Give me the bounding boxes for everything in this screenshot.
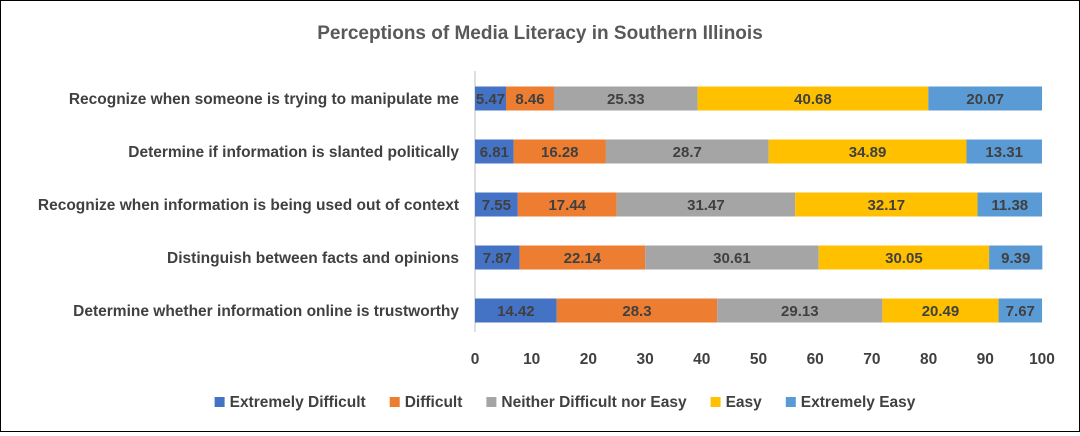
category-axis-labels: Recognize when someone is trying to mani… bbox=[38, 91, 459, 320]
plot-area: 5.47 8.46 25.33 40.68 20.07 6.81 16.28 28.7 34.8… bbox=[474, 71, 1043, 332]
legend-label: Difficult bbox=[405, 394, 463, 411]
bar-segment bbox=[697, 86, 929, 111]
category-label: Determine if information is slanted poli… bbox=[128, 144, 459, 161]
bar-segment bbox=[717, 298, 883, 323]
bar-segment bbox=[616, 192, 796, 217]
x-tick-label: 30 bbox=[636, 351, 653, 368]
bar-segment bbox=[475, 245, 520, 270]
data-label: 7.87 bbox=[483, 250, 512, 267]
data-label: 20.49 bbox=[922, 303, 960, 320]
legend-swatch bbox=[389, 397, 400, 407]
x-tick-label: 90 bbox=[977, 351, 994, 368]
legend-swatch bbox=[785, 397, 796, 407]
bar-segment bbox=[513, 139, 606, 164]
legend-item: Extremely Difficult bbox=[214, 394, 366, 411]
data-label: 7.67 bbox=[1006, 303, 1035, 320]
data-label: 9.39 bbox=[1001, 250, 1030, 267]
data-label: 32.17 bbox=[868, 197, 906, 214]
data-label: 20.07 bbox=[966, 91, 1004, 108]
data-label: 17.44 bbox=[548, 197, 586, 214]
bar-segment bbox=[475, 298, 557, 323]
bar-segment bbox=[645, 245, 819, 270]
x-tick-label: 70 bbox=[863, 351, 880, 368]
x-tick-label: 20 bbox=[580, 351, 597, 368]
data-label: 11.38 bbox=[991, 197, 1028, 214]
bar-segment bbox=[989, 245, 1043, 270]
bar-segment bbox=[605, 139, 769, 164]
chart-title: Perceptions of Media Literacy in Souther… bbox=[317, 23, 763, 44]
bar-segment bbox=[475, 86, 507, 111]
bar-segment bbox=[556, 298, 718, 323]
data-label: 29.13 bbox=[781, 303, 819, 320]
data-label: 25.33 bbox=[607, 91, 645, 108]
x-tick-label: 60 bbox=[807, 351, 824, 368]
bar-segment bbox=[795, 192, 978, 217]
legend-swatch bbox=[486, 397, 497, 407]
data-label: 28.7 bbox=[673, 144, 702, 161]
legend-label: Neither Difficult nor Easy bbox=[501, 394, 687, 411]
data-label: 22.14 bbox=[564, 250, 602, 267]
bar-segment bbox=[998, 298, 1043, 323]
x-tick-label: 80 bbox=[920, 351, 937, 368]
legend-label: Extremely Easy bbox=[801, 394, 916, 411]
bar-segment bbox=[928, 86, 1043, 111]
category-label: Recognize when information is being used… bbox=[38, 197, 459, 214]
category-label: Distinguish between facts and opinions bbox=[167, 250, 459, 267]
legend-item: Easy bbox=[710, 394, 763, 411]
data-label: 8.46 bbox=[515, 91, 544, 108]
data-label: 13.31 bbox=[985, 144, 1023, 161]
bar-segment bbox=[966, 139, 1042, 164]
data-label: 5.47 bbox=[476, 91, 505, 108]
legend: Extremely Difficult Difficult Neither Diff… bbox=[214, 394, 916, 411]
legend-item: Difficult bbox=[389, 394, 463, 411]
data-label: 34.89 bbox=[849, 144, 887, 161]
bar-segment bbox=[818, 245, 990, 270]
data-label: 14.42 bbox=[497, 303, 535, 320]
category-label: Recognize when someone is trying to mani… bbox=[69, 91, 460, 108]
x-tick-label: 100 bbox=[1029, 351, 1055, 368]
x-tick-label: 10 bbox=[523, 351, 540, 368]
bar-segment bbox=[517, 192, 617, 217]
bar-segment bbox=[475, 139, 514, 164]
category-label: Determine whether information online is … bbox=[73, 303, 459, 320]
legend-swatch bbox=[710, 397, 721, 407]
x-tick-label: 40 bbox=[693, 351, 710, 368]
data-label: 31.47 bbox=[687, 197, 725, 214]
legend-label: Extremely Difficult bbox=[230, 394, 366, 411]
data-label: 30.05 bbox=[885, 250, 923, 267]
bar-segment bbox=[882, 298, 999, 323]
x-tick-label: 50 bbox=[750, 351, 767, 368]
bar-segment bbox=[519, 245, 646, 270]
data-label: 40.68 bbox=[794, 91, 832, 108]
legend-item: Neither Difficult nor Easy bbox=[486, 394, 687, 411]
bar-segment bbox=[506, 86, 554, 111]
legend-swatch bbox=[214, 397, 225, 407]
bar-segment bbox=[768, 139, 967, 164]
data-label: 28.3 bbox=[622, 303, 651, 320]
legend-label: Easy bbox=[726, 394, 763, 411]
bar-segment bbox=[475, 192, 518, 217]
x-tick-label: 0 bbox=[471, 351, 480, 368]
legend-item: Extremely Easy bbox=[785, 394, 916, 411]
bar-segment bbox=[977, 192, 1043, 217]
value-axis: 0 10 20 30 40 50 60 70 80 90 100 bbox=[471, 351, 1055, 368]
data-label: 7.55 bbox=[482, 197, 511, 214]
data-label: 16.28 bbox=[541, 144, 579, 161]
data-label: 30.61 bbox=[713, 250, 751, 267]
data-label: 6.81 bbox=[480, 144, 509, 161]
bar-segment bbox=[553, 86, 698, 111]
